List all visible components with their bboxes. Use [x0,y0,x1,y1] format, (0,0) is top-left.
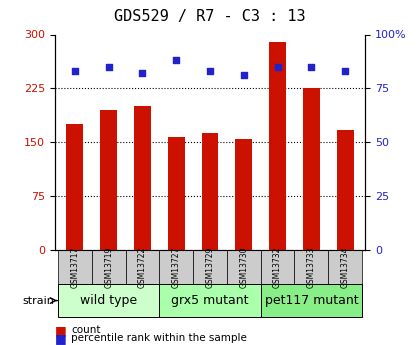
FancyBboxPatch shape [294,250,328,284]
Text: GSM13727: GSM13727 [172,246,181,288]
Text: GSM13734: GSM13734 [341,246,349,288]
FancyBboxPatch shape [328,250,362,284]
FancyBboxPatch shape [58,284,159,317]
Bar [134,106,151,250]
Bar [337,130,354,250]
Text: grx5 mutant: grx5 mutant [171,294,249,307]
Text: count: count [71,325,101,335]
Bar [269,42,286,250]
Bar [100,110,117,250]
Text: strain: strain [22,296,54,306]
Point [71,68,78,74]
FancyBboxPatch shape [159,250,193,284]
Text: GSM13730: GSM13730 [239,246,248,288]
Bar [66,124,83,250]
Text: GSM13717: GSM13717 [71,246,79,288]
Text: ■: ■ [55,324,66,337]
FancyBboxPatch shape [92,250,126,284]
Point [240,73,247,78]
Text: pet117 mutant: pet117 mutant [265,294,358,307]
Text: GDS529 / R7 - C3 : 13: GDS529 / R7 - C3 : 13 [114,9,306,24]
Text: ■: ■ [55,332,66,345]
Point [139,70,146,76]
Point [173,58,180,63]
FancyBboxPatch shape [261,284,362,317]
Point [207,68,213,74]
Text: GSM13733: GSM13733 [307,246,316,288]
Point [342,68,349,74]
FancyBboxPatch shape [227,250,261,284]
Point [274,64,281,70]
Text: GSM13719: GSM13719 [104,246,113,288]
FancyBboxPatch shape [58,250,92,284]
FancyBboxPatch shape [159,284,261,317]
Text: wild type: wild type [80,294,137,307]
FancyBboxPatch shape [261,250,294,284]
Text: GSM13729: GSM13729 [205,246,215,288]
Point [308,64,315,70]
Text: percentile rank within the sample: percentile rank within the sample [71,333,247,343]
FancyBboxPatch shape [126,250,159,284]
Point [105,64,112,70]
Bar [303,88,320,250]
Text: GSM13722: GSM13722 [138,246,147,287]
Bar [168,137,185,250]
Bar [235,139,252,250]
Text: GSM13732: GSM13732 [273,246,282,288]
FancyBboxPatch shape [193,250,227,284]
Bar [202,133,218,250]
